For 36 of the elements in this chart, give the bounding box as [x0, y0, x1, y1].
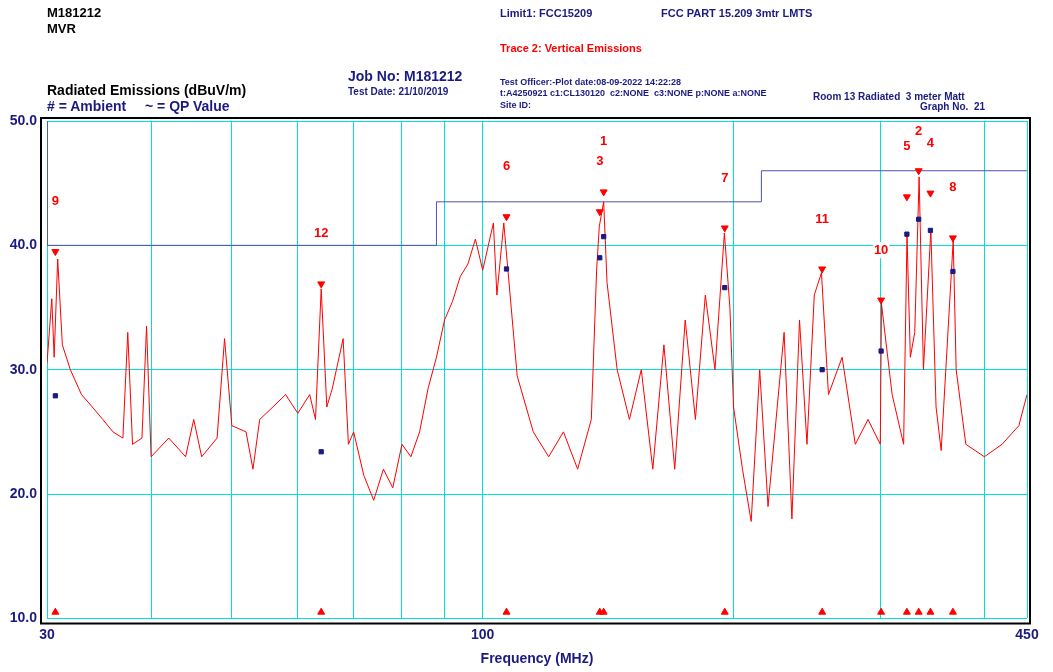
text: Graph No. 21 — [920, 101, 986, 112]
text: Test Date: 21/10/2019 — [348, 86, 449, 97]
annotation: 8 — [949, 179, 957, 195]
text: Room 13 Radiated 3 meter Matt — [813, 91, 965, 102]
text: ~ = QP Value — [145, 98, 230, 115]
text: MVR — [47, 21, 76, 37]
annotation: 1 — [600, 133, 608, 149]
chart-title: Radiated Emissions (dBuV/m) — [47, 82, 247, 99]
annotation: 6 — [502, 158, 511, 174]
annotation: 11 — [815, 210, 830, 226]
text: M181212 — [47, 5, 102, 21]
annotation: 2 — [915, 122, 923, 138]
text: # = Ambient — [47, 98, 127, 115]
y-tick-label: 20.0 — [9, 484, 38, 501]
annotation: 5 — [903, 138, 911, 154]
y-tick-label: 30.0 — [9, 360, 38, 377]
y-tick-label: 50.0 — [9, 111, 38, 128]
text: Trace 2: Vertical Emissions — [500, 42, 642, 55]
x-axis-title: Frequency (MHz) — [480, 650, 594, 667]
x-tick-label: 450 — [1015, 625, 1039, 642]
text: t:A4250921 c1:CL130120 c2:NONE c3:NONE p:NONE a:NONE — [500, 88, 767, 99]
y-tick-label: 40.0 — [9, 236, 38, 253]
annotation: 7 — [721, 169, 729, 185]
annotation: 10 — [873, 241, 889, 257]
text: Job No: M181212 — [348, 68, 463, 85]
text: Limit1: FCC15209 — [500, 7, 593, 20]
y-tick-label: 10.0 — [9, 609, 38, 626]
annotation: 9 — [51, 193, 59, 209]
annotation: 4 — [926, 134, 935, 150]
text: FCC PART 15.209 3mtr LMTS — [661, 7, 813, 20]
text: Site ID: — [500, 100, 532, 111]
x-tick-label: 100 — [471, 625, 495, 642]
annotation: 3 — [596, 153, 604, 169]
text: Test Officer:-Plot date:08-09-2022 14:22:28 — [500, 77, 681, 88]
annotation: 12 — [313, 225, 329, 241]
x-tick-label: 30 — [39, 625, 55, 642]
